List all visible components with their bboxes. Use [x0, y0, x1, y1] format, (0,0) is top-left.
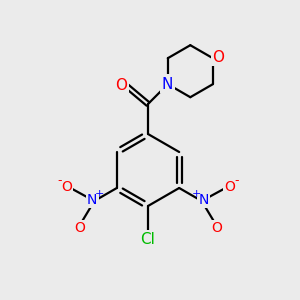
Text: O: O [224, 180, 235, 194]
Text: O: O [116, 77, 128, 92]
Text: +: + [94, 189, 104, 199]
Text: -: - [57, 175, 61, 188]
Text: -: - [234, 175, 239, 188]
Text: Cl: Cl [141, 232, 155, 247]
Text: N: N [199, 193, 209, 207]
Text: N: N [162, 76, 173, 91]
Text: N: N [161, 77, 172, 92]
Text: N: N [87, 193, 98, 207]
Text: O: O [61, 180, 72, 194]
Text: O: O [212, 50, 224, 65]
Text: +: + [192, 189, 201, 199]
Text: O: O [211, 221, 222, 235]
Text: O: O [74, 221, 85, 235]
